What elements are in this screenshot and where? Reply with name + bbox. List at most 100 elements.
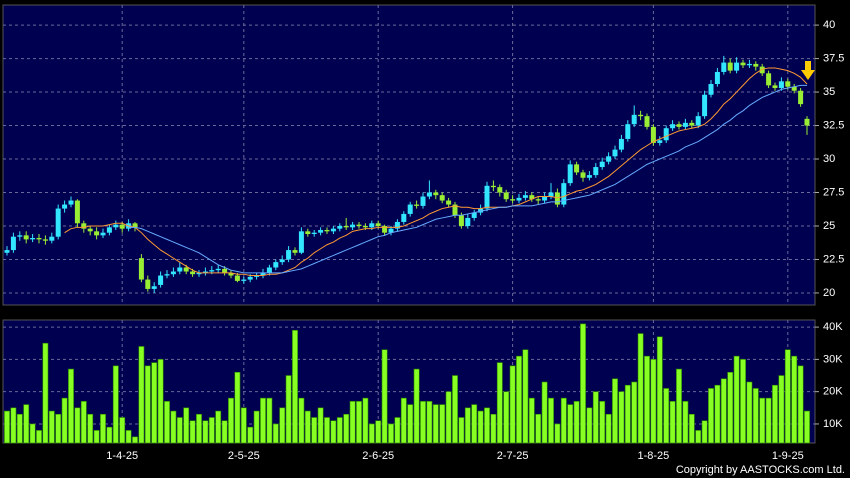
candle-body bbox=[177, 267, 183, 272]
volume-bar bbox=[791, 355, 798, 444]
volume-bar bbox=[644, 355, 650, 444]
candle-body bbox=[382, 225, 388, 233]
candle-body bbox=[247, 276, 253, 280]
candle-body bbox=[766, 73, 772, 86]
candle-body bbox=[388, 228, 394, 233]
signal-arrow bbox=[801, 61, 815, 80]
candle-body bbox=[753, 63, 759, 67]
volume-bar bbox=[388, 423, 394, 444]
candle-body bbox=[362, 225, 368, 228]
candle-body bbox=[42, 239, 48, 241]
volume-bar bbox=[356, 401, 362, 444]
volume-bar bbox=[740, 359, 746, 444]
candle-body bbox=[599, 161, 605, 168]
volume-bar bbox=[471, 404, 478, 444]
volume-bar bbox=[215, 410, 222, 444]
candle-body bbox=[292, 250, 298, 253]
candle-body bbox=[81, 223, 87, 229]
volume-bar bbox=[144, 365, 151, 444]
volume-bar bbox=[164, 401, 170, 444]
volume-bar bbox=[784, 349, 791, 444]
volume-bar bbox=[650, 359, 657, 444]
volume-bar bbox=[4, 410, 10, 444]
candle-body bbox=[458, 215, 464, 226]
volume-bar bbox=[112, 365, 119, 444]
candle-body bbox=[17, 235, 23, 237]
candle-body bbox=[132, 223, 138, 228]
volume-bar bbox=[221, 420, 228, 444]
candle-body bbox=[644, 116, 650, 127]
volume-bar bbox=[688, 413, 695, 444]
x-tick-label: 2-7-25 bbox=[497, 450, 529, 462]
candle-body bbox=[586, 175, 592, 178]
candle-body bbox=[36, 238, 42, 240]
volume-bar bbox=[48, 410, 55, 444]
volume-bar bbox=[413, 368, 420, 444]
candle-body bbox=[759, 66, 765, 74]
volume-bar bbox=[234, 371, 241, 444]
volume-bar bbox=[260, 397, 266, 444]
volume-bar bbox=[509, 365, 516, 444]
candle-body bbox=[106, 227, 112, 233]
candle-body bbox=[535, 199, 541, 201]
volume-bar bbox=[324, 417, 330, 444]
volume-bar bbox=[765, 397, 772, 444]
volume-bar bbox=[196, 413, 202, 444]
volume-bar bbox=[420, 401, 426, 444]
candle-body bbox=[375, 223, 381, 226]
volume-bar bbox=[720, 378, 727, 444]
volume-bar bbox=[554, 423, 561, 444]
candle-body bbox=[676, 124, 682, 127]
candle-body bbox=[183, 267, 189, 272]
candle-body bbox=[638, 114, 644, 117]
candle-body bbox=[542, 196, 548, 201]
candle-body bbox=[62, 204, 68, 209]
y-tick-label: 35 bbox=[823, 86, 835, 98]
candle-body bbox=[567, 164, 573, 184]
volume-bar bbox=[362, 397, 369, 444]
x-tick-label: 2-6-25 bbox=[362, 450, 394, 462]
candle-body bbox=[30, 238, 36, 240]
candle-body bbox=[682, 122, 688, 127]
volume-bar bbox=[292, 330, 298, 444]
candle-body bbox=[804, 118, 810, 126]
candle-body bbox=[158, 275, 164, 285]
volume-bar bbox=[676, 368, 682, 444]
volume-bar bbox=[496, 362, 503, 444]
volume-bar bbox=[240, 407, 247, 444]
volume-bar bbox=[701, 420, 708, 444]
volume-bar bbox=[573, 401, 580, 444]
candle-body bbox=[196, 272, 202, 275]
candle-body bbox=[740, 62, 746, 66]
volume-bar bbox=[176, 417, 183, 444]
candle-body bbox=[618, 138, 624, 150]
volume-bar bbox=[36, 430, 42, 444]
volume-bar bbox=[746, 381, 753, 444]
volume-bar bbox=[432, 404, 439, 444]
candle-body bbox=[170, 271, 176, 275]
volume-bar bbox=[138, 346, 145, 444]
volume-bar bbox=[29, 423, 36, 444]
candle-body bbox=[727, 62, 733, 71]
candle-body bbox=[324, 230, 330, 232]
candle-body bbox=[606, 156, 612, 162]
candle-body bbox=[574, 164, 580, 173]
y-tick-label: 40K bbox=[823, 321, 843, 333]
candle-body bbox=[631, 114, 637, 125]
moving-average-line bbox=[128, 84, 807, 274]
candle-body bbox=[548, 192, 554, 197]
volume-bar bbox=[80, 401, 87, 444]
x-tick-label: 1-4-25 bbox=[106, 450, 138, 462]
candle-body bbox=[298, 231, 304, 253]
volume-bar bbox=[189, 420, 196, 444]
volume-bar bbox=[522, 349, 529, 444]
candle-body bbox=[433, 192, 439, 196]
volume-bar bbox=[445, 391, 452, 444]
volume-bar bbox=[61, 397, 68, 444]
candle-body bbox=[721, 62, 727, 72]
y-tick-label: 30 bbox=[823, 153, 835, 165]
volume-bar bbox=[23, 404, 30, 444]
candle-body bbox=[657, 140, 663, 143]
candle-body bbox=[471, 212, 477, 218]
candle-body bbox=[612, 149, 618, 157]
